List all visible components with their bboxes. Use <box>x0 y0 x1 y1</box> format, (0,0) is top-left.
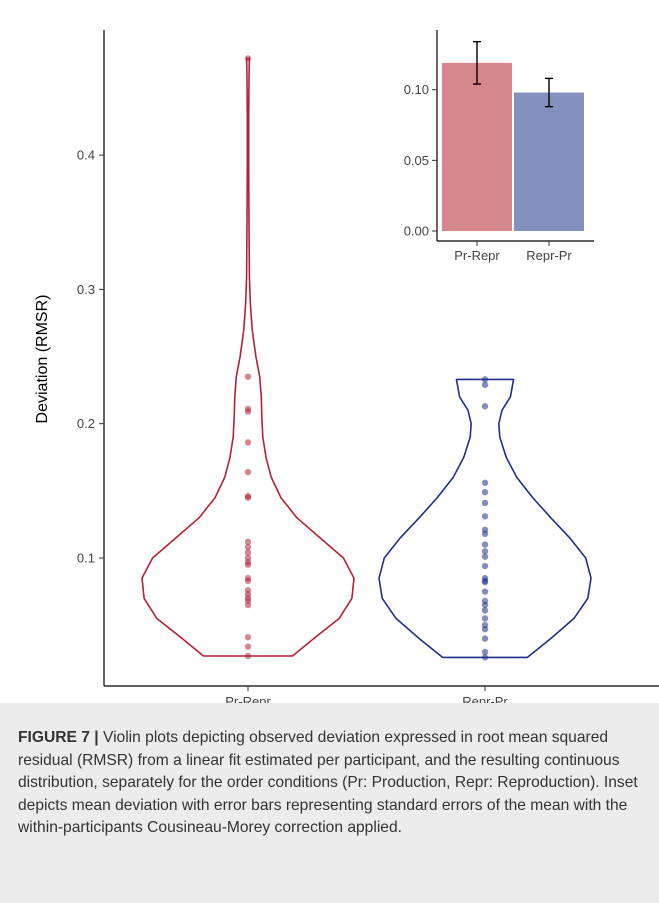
data-point <box>481 615 489 622</box>
data-point <box>481 578 489 586</box>
data-point <box>244 538 252 546</box>
main-plot: 0.1 0.2 0.3 0.4 Pr-Repr Repr-Pr <box>77 30 659 703</box>
data-point <box>244 577 252 585</box>
data-point <box>244 561 252 568</box>
caption-label: FIGURE 7 | <box>18 729 99 746</box>
inset-x-tick-label: Pr-Repr <box>454 248 500 263</box>
data-point <box>481 588 489 595</box>
data-point <box>481 562 489 570</box>
figure: Deviation (RMSR) 0.1 0.2 0.3 0.4 Pr-Repr Repr… <box>34 30 659 703</box>
data-point <box>244 544 252 551</box>
y-tick-label: 0.1 <box>77 551 95 566</box>
inset-bar-repr-pr <box>514 92 584 231</box>
data-point <box>481 376 489 383</box>
y-tick-label: 0.2 <box>77 416 95 431</box>
data-point <box>481 530 489 538</box>
figure-caption: FIGURE 7 | Violin plots depicting observ… <box>0 703 659 903</box>
inset-bar-pr-repr <box>442 62 512 232</box>
inset-y-tick-label: 0.00 <box>404 224 429 239</box>
data-point <box>481 553 489 560</box>
data-point <box>481 548 489 555</box>
data-point <box>481 648 489 656</box>
inset-y-tick-label: 0.10 <box>404 82 429 97</box>
y-axis-label: Deviation (RMSR) <box>34 295 51 424</box>
y-tick-label: 0.3 <box>77 282 95 297</box>
data-point <box>481 488 489 496</box>
data-point <box>244 439 252 446</box>
data-point <box>481 403 489 410</box>
inset-x-tick-label: Repr-Pr <box>526 248 572 263</box>
data-point <box>481 625 489 633</box>
data-point <box>244 601 252 609</box>
data-point <box>481 513 489 520</box>
data-point <box>481 499 489 507</box>
violin-repr-pr <box>378 378 592 659</box>
data-point <box>481 607 489 614</box>
caption-text: Violin plots depicting observed deviatio… <box>18 729 638 836</box>
data-point <box>244 55 252 62</box>
data-point <box>481 541 489 548</box>
data-point <box>481 635 489 642</box>
data-point <box>481 381 489 388</box>
data-point <box>244 643 252 650</box>
data-point <box>481 479 489 486</box>
data-point <box>244 373 252 380</box>
data-point <box>244 634 252 641</box>
x-tick-label: Repr-Pr <box>462 694 508 703</box>
y-tick-label: 0.4 <box>77 148 95 163</box>
data-point <box>244 494 252 501</box>
inset-bar-chart: 0.00 0.05 0.10 Pr-Repr Repr-Pr <box>404 30 594 263</box>
data-point <box>244 408 252 415</box>
data-point <box>244 652 252 660</box>
data-point <box>244 549 252 556</box>
data-point <box>481 654 489 661</box>
data-point <box>481 601 489 609</box>
data-point <box>244 468 252 476</box>
x-tick-label: Pr-Repr <box>225 694 271 703</box>
inset-y-tick-label: 0.05 <box>404 153 429 168</box>
